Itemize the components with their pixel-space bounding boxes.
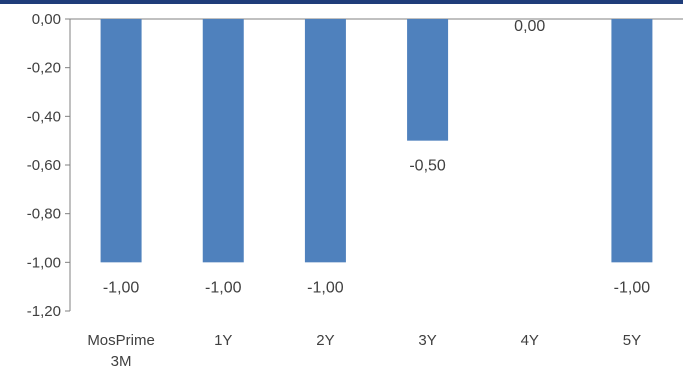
- bar: [100, 19, 142, 263]
- category-label: 2Y: [316, 332, 334, 349]
- data-label: -0,50: [409, 158, 446, 175]
- top-rule: [0, 0, 683, 4]
- category-label: 3Y: [418, 332, 436, 349]
- y-tick-label: -0,20: [27, 60, 61, 77]
- category-label: 4Y: [521, 332, 539, 349]
- category-label: 5Y: [623, 332, 641, 349]
- y-tick-label: -0,40: [27, 108, 61, 125]
- y-tick-label: -1,00: [27, 254, 61, 271]
- y-tick-label: -0,80: [27, 206, 61, 223]
- data-label: 0,00: [514, 18, 545, 35]
- data-label: -1,00: [205, 279, 242, 296]
- bar: [611, 19, 653, 263]
- bar: [202, 19, 244, 263]
- data-label: -1,00: [614, 279, 651, 296]
- y-tick-label: -0,60: [27, 157, 61, 174]
- y-tick-label: -1,20: [27, 303, 61, 320]
- bar: [304, 19, 346, 263]
- data-label: -1,00: [307, 279, 344, 296]
- category-label: MosPrime 3M: [87, 332, 155, 370]
- data-label: -1,00: [103, 279, 140, 296]
- bar: [407, 19, 449, 141]
- category-label: 1Y: [214, 332, 232, 349]
- y-tick-label: 0,00: [32, 11, 61, 28]
